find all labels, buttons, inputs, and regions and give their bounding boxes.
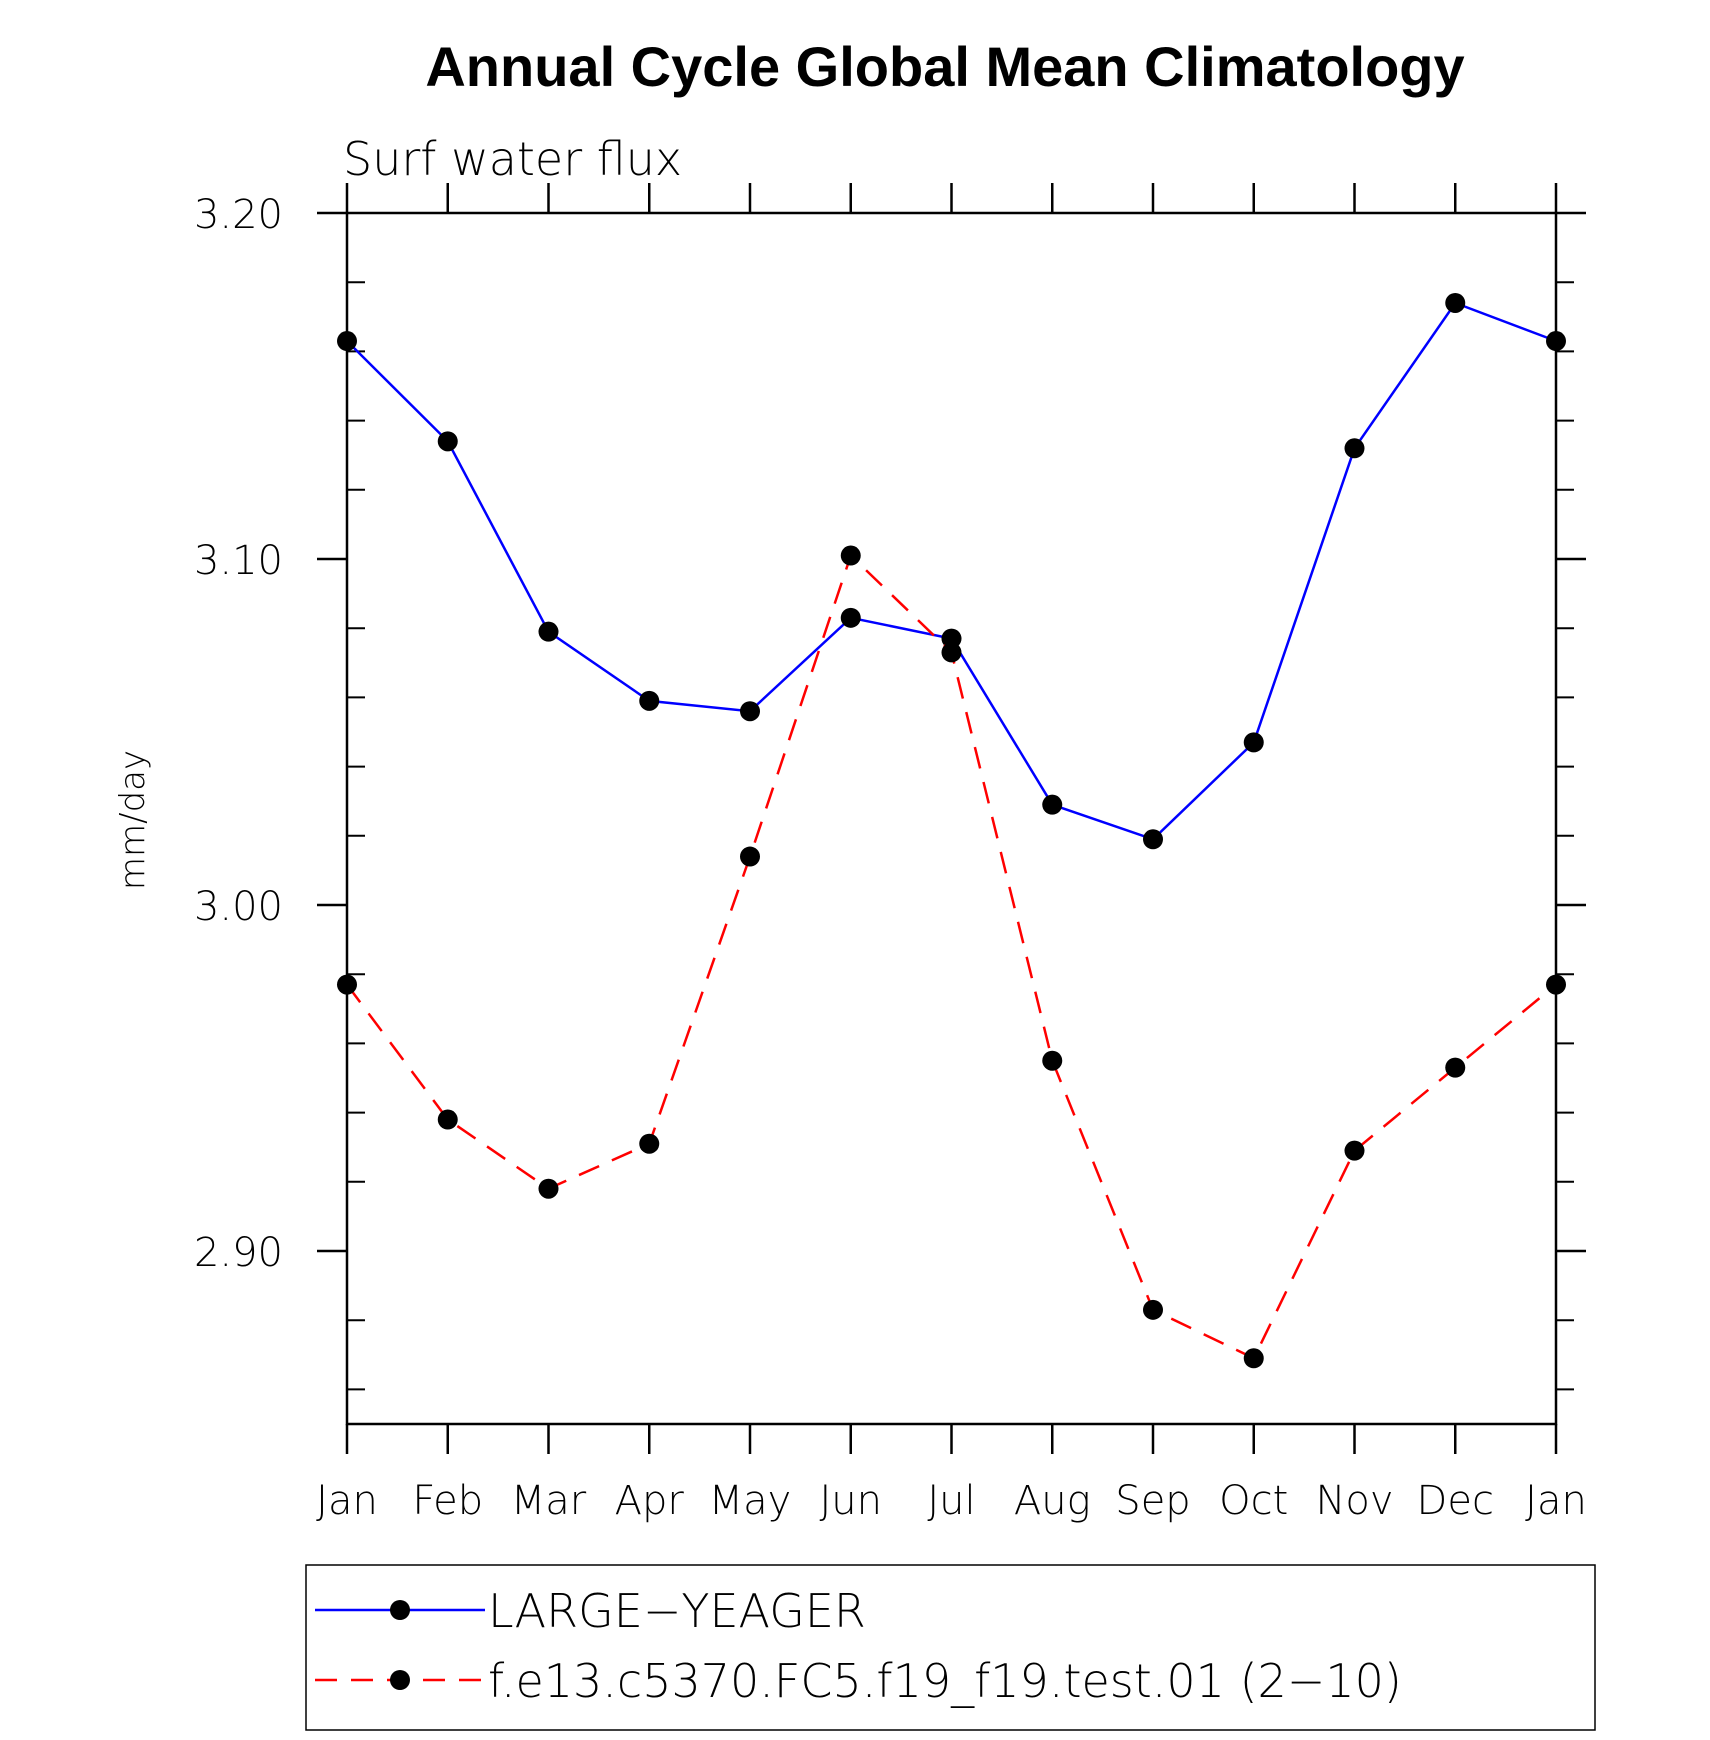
series-layer xyxy=(337,292,1566,1369)
series-1-point xyxy=(1243,732,1264,753)
legend-marker-2 xyxy=(390,1670,410,1690)
series-2-point xyxy=(1546,974,1566,995)
series-1-point xyxy=(740,701,760,722)
legend-marker-1 xyxy=(390,1600,410,1620)
series-2-point xyxy=(538,1178,559,1199)
x-tick-label: Aug xyxy=(1014,1478,1091,1524)
series-1-point xyxy=(538,621,559,642)
series-1-point xyxy=(337,331,357,352)
series-1-point xyxy=(1042,794,1063,815)
series-1-point xyxy=(639,690,660,711)
series-1-point xyxy=(1546,331,1566,352)
x-tick-label: Jun xyxy=(820,1478,883,1524)
series-2-point xyxy=(639,1133,660,1154)
series-2-point xyxy=(1445,1057,1466,1078)
plot-frame xyxy=(345,211,1558,1426)
series-line-2 xyxy=(345,553,1557,1360)
series-2-point xyxy=(840,545,861,566)
y-axis-label: mm/day xyxy=(113,750,153,890)
x-tick-label: Jul xyxy=(927,1478,975,1524)
x-tick-label: Feb xyxy=(412,1478,483,1524)
series-2-point xyxy=(740,846,760,867)
x-tick-label: Apr xyxy=(615,1478,685,1524)
x-tick-label: Jan xyxy=(316,1478,378,1524)
legend-box xyxy=(305,1564,1596,1731)
x-tick-label: May xyxy=(709,1478,792,1524)
series-1-point xyxy=(1344,438,1365,459)
y-tick-label: 3.10 xyxy=(194,538,283,584)
series-2-point xyxy=(1344,1140,1365,1161)
series-2-point xyxy=(1243,1348,1264,1369)
x-tick-label: Oct xyxy=(1219,1478,1288,1524)
series-2-point xyxy=(1143,1299,1163,1320)
y-tick-label: 2.90 xyxy=(194,1230,283,1276)
series-2-point xyxy=(437,1109,458,1130)
series-2-point xyxy=(337,974,357,995)
series-1-point xyxy=(840,607,861,628)
series-1-point xyxy=(1445,292,1466,313)
y-tick-label: 3.00 xyxy=(194,884,283,930)
chart-subtitle: Surf water flux xyxy=(343,132,682,186)
chart-title: Annual Cycle Global Mean Climatology xyxy=(425,35,1464,98)
series-2-point xyxy=(941,642,962,663)
x-tick-label: Jan xyxy=(1525,1478,1587,1524)
series-line-1 xyxy=(346,301,1557,841)
legend-label-1: LARGE−YEAGER xyxy=(488,1584,866,1638)
legend-label-2: f.e13.c5370.FC5.f19_f19.test.01 (2−10) xyxy=(488,1654,1402,1708)
series-2-point xyxy=(1042,1050,1063,1071)
legend: LARGE−YEAGER f.e13.c5370.FC5.f19_f19.test… xyxy=(305,1564,1596,1731)
x-tick-label: Dec xyxy=(1417,1478,1494,1524)
x-tick-label: Mar xyxy=(511,1478,587,1524)
x-tick-label: Sep xyxy=(1115,1478,1190,1524)
axes: Jan Feb Mar Apr May Jun Jul Aug Sep Oct Nov Dec Jan 2… xyxy=(194,183,1587,1524)
legend-entries: LARGE−YEAGER f.e13.c5370.FC5.f19_f19.test… xyxy=(315,1584,1402,1708)
x-tick-label: Nov xyxy=(1315,1478,1393,1524)
series-1-point xyxy=(941,628,962,649)
y-tick-label: 3.20 xyxy=(194,192,283,238)
series-1-point xyxy=(437,431,458,452)
series-1-point xyxy=(1143,829,1163,850)
